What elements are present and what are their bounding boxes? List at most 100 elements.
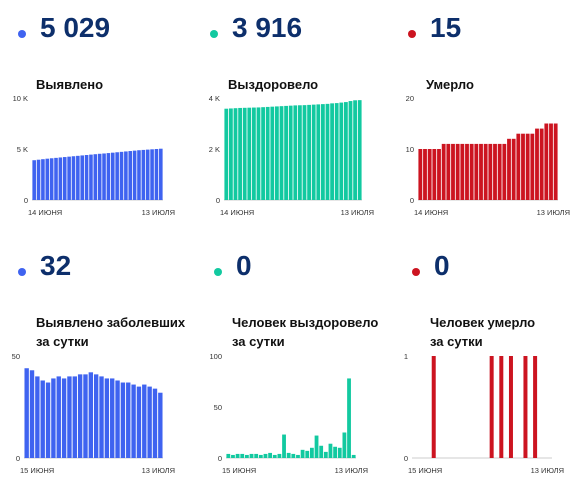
bar — [45, 382, 51, 458]
bar — [49, 158, 54, 200]
panel-label-line: за сутки — [232, 334, 285, 349]
bar — [347, 378, 351, 458]
panel-label: Выявлено заболевших за сутки — [36, 313, 185, 351]
bar — [330, 103, 334, 200]
bar — [325, 103, 330, 200]
chart-detected: 0 5 K 10 K 14 ИЮНЯ 13 ИЮЛЯ — [13, 94, 175, 217]
bar — [72, 376, 77, 458]
bar — [493, 143, 497, 200]
total-detected-value: 5 029 — [40, 12, 111, 43]
bar — [275, 106, 279, 200]
x-tick-label: 13 ИЮЛЯ — [142, 208, 175, 217]
bar — [58, 157, 63, 200]
bar — [311, 104, 316, 200]
panel-daily-detected: 32 Выявлено заболевших за сутки 0 50 15 ИЮ… — [12, 250, 203, 498]
bar — [229, 108, 233, 200]
bar — [119, 151, 124, 200]
bar — [277, 453, 282, 458]
bar — [465, 143, 469, 200]
x-tick-label: 13 ИЮЛЯ — [142, 466, 175, 475]
chart-died: 0 10 20 14 ИЮНЯ 13 ИЮЛЯ — [406, 94, 570, 217]
bar — [247, 107, 252, 200]
bar — [233, 108, 238, 200]
chart-daily-recovered: 0 50 100 15 ИЮНЯ 13 ИЮЛЯ — [209, 352, 368, 475]
panel-label-line: Человек выздоровело — [232, 315, 379, 330]
bar — [339, 102, 344, 200]
bar — [231, 454, 235, 458]
bar — [333, 446, 338, 458]
bar — [284, 105, 288, 200]
chart-recovered: 0 2 K 4 K 14 ИЮНЯ 13 ИЮЛЯ — [209, 94, 374, 217]
x-tick-label: 15 ИЮНЯ — [222, 466, 256, 475]
chart-daily-detected: 0 50 15 ИЮНЯ 13 ИЮЛЯ — [12, 352, 175, 475]
bar — [36, 159, 41, 200]
x-tick-label: 15 ИЮНЯ — [20, 466, 54, 475]
x-tick-label: 13 ИЮЛЯ — [341, 208, 374, 217]
y-tick-label: 10 K — [13, 94, 28, 103]
bar — [488, 143, 493, 200]
bar — [544, 123, 549, 200]
bar — [508, 356, 513, 458]
bar — [451, 143, 455, 200]
panel-recovered: 3 916 Выздоровело 0 2 K 4 K 14 ИЮНЯ 13 ИЮЛЯ — [209, 12, 395, 260]
bar — [427, 149, 432, 200]
bar — [533, 356, 538, 458]
bar — [296, 454, 300, 458]
bar — [124, 151, 128, 200]
chart-daily-died: 0 1 15 ИЮНЯ 13 ИЮЛЯ — [404, 352, 564, 475]
bar — [549, 123, 553, 200]
bar — [321, 104, 325, 200]
bar — [136, 386, 142, 458]
bar — [154, 149, 159, 200]
bar — [507, 138, 511, 200]
bar — [525, 133, 530, 200]
bar — [282, 434, 286, 458]
bar — [62, 157, 67, 200]
legend-dot — [210, 30, 218, 38]
y-tick-label: 0 — [404, 454, 408, 463]
y-tick-label: 100 — [209, 352, 222, 361]
y-tick-label: 1 — [404, 352, 408, 361]
bar — [344, 102, 348, 200]
y-tick-label: 20 — [406, 94, 414, 103]
bar — [298, 105, 302, 200]
panel-label: Человек умерло за сутки — [430, 313, 535, 351]
bar — [80, 155, 85, 200]
bar — [110, 152, 115, 200]
bar — [249, 453, 254, 458]
bar — [137, 150, 141, 200]
y-tick-label: 4 K — [209, 94, 220, 103]
bar — [132, 150, 137, 200]
bar — [115, 380, 120, 458]
bar — [497, 143, 502, 200]
bar — [97, 153, 102, 200]
bar — [351, 454, 356, 458]
x-tick-label: 13 ИЮЛЯ — [531, 466, 564, 475]
bar — [553, 123, 558, 200]
bar — [539, 128, 544, 200]
bar — [93, 154, 98, 200]
bar — [474, 143, 479, 200]
bar — [319, 445, 324, 458]
legend-dot — [412, 268, 420, 276]
bar — [56, 376, 61, 458]
panel-label-line: Выявлено заболевших — [36, 315, 186, 330]
bar — [263, 453, 268, 458]
bar — [240, 453, 245, 458]
y-tick-label: 50 — [12, 352, 20, 361]
panel-daily-recovered: 0 Человек выздоровело за сутки 0 50 100 15 … — [209, 250, 399, 498]
bar — [270, 106, 275, 200]
bar — [460, 143, 465, 200]
bar — [523, 356, 528, 458]
legend-dot — [408, 30, 416, 38]
bar — [418, 149, 423, 200]
bar — [71, 156, 76, 200]
bar — [131, 384, 136, 458]
bar — [76, 155, 80, 200]
panel-label-line: за сутки — [36, 334, 89, 349]
bar — [106, 153, 111, 200]
panel-label: Человек выздоровело за сутки — [232, 313, 378, 351]
bar — [115, 152, 119, 200]
bar — [40, 380, 45, 458]
bar — [268, 452, 273, 458]
